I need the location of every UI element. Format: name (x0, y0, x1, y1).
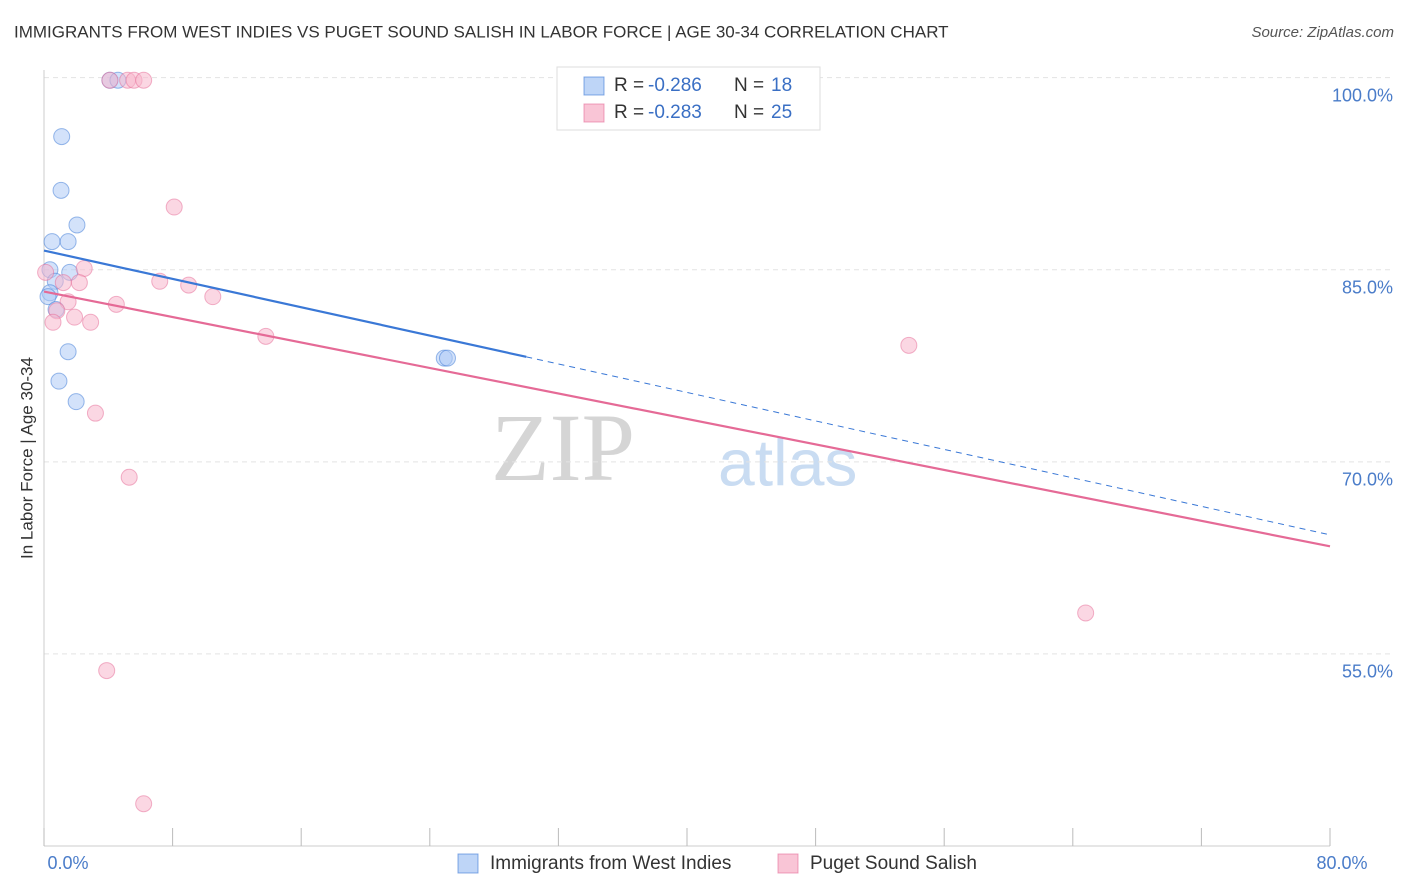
point (52, 181, 70, 199)
point (37, 263, 55, 281)
point (75, 259, 93, 277)
point (50, 372, 68, 390)
point (59, 233, 77, 251)
trend-line (43, 290, 1331, 548)
legend-swatch (583, 103, 605, 123)
chart-title: IMMIGRANTS FROM WEST INDIES VS PUGET SOU… (14, 22, 949, 41)
point (59, 343, 77, 361)
point (180, 276, 198, 294)
legend-swatch (457, 853, 479, 874)
trend-line (526, 356, 1331, 536)
point (86, 404, 104, 422)
point (66, 308, 84, 326)
point (101, 71, 119, 89)
point (43, 233, 61, 251)
point (165, 198, 183, 216)
legend-r-label: R = (614, 75, 644, 96)
point (68, 216, 86, 234)
legend-n-value: 25 (771, 102, 792, 123)
watermark: ZIP (491, 394, 635, 501)
point (54, 274, 72, 292)
x-tick-label: 0.0% (47, 853, 88, 873)
y-tick-label: 55.0% (1342, 662, 1393, 682)
point (135, 71, 153, 89)
point (82, 313, 100, 331)
point (67, 393, 85, 411)
x-tick-label: 80.0% (1316, 853, 1367, 873)
trend-line (43, 249, 527, 358)
point (204, 288, 222, 306)
point (53, 128, 71, 146)
legend-swatch (777, 853, 799, 874)
point (900, 336, 918, 354)
y-axis-label: In Labor Force | Age 30-34 (17, 357, 36, 559)
legend-swatch (583, 76, 605, 96)
legend-n-value: 18 (771, 75, 792, 96)
point (44, 313, 62, 331)
point (438, 349, 456, 367)
legend-n-label: N = (734, 75, 764, 96)
source: Source: ZipAtlas.com (1251, 24, 1394, 41)
legend-n-label: N = (734, 102, 764, 123)
legend-label: Puget Sound Salish (810, 853, 977, 874)
legend-label: Immigrants from West Indies (490, 853, 731, 874)
point (135, 795, 153, 813)
y-tick-label: 70.0% (1342, 470, 1393, 490)
point (1077, 604, 1095, 622)
point (98, 662, 116, 680)
point (120, 468, 138, 486)
y-tick-label: 85.0% (1342, 278, 1393, 298)
legend-r-label: R = (614, 102, 644, 123)
legend-r-value: -0.286 (648, 75, 702, 96)
y-tick-label: 100.0% (1332, 85, 1393, 105)
legend-r-value: -0.283 (648, 102, 702, 123)
point (70, 274, 88, 292)
watermark: atlas (718, 425, 857, 499)
